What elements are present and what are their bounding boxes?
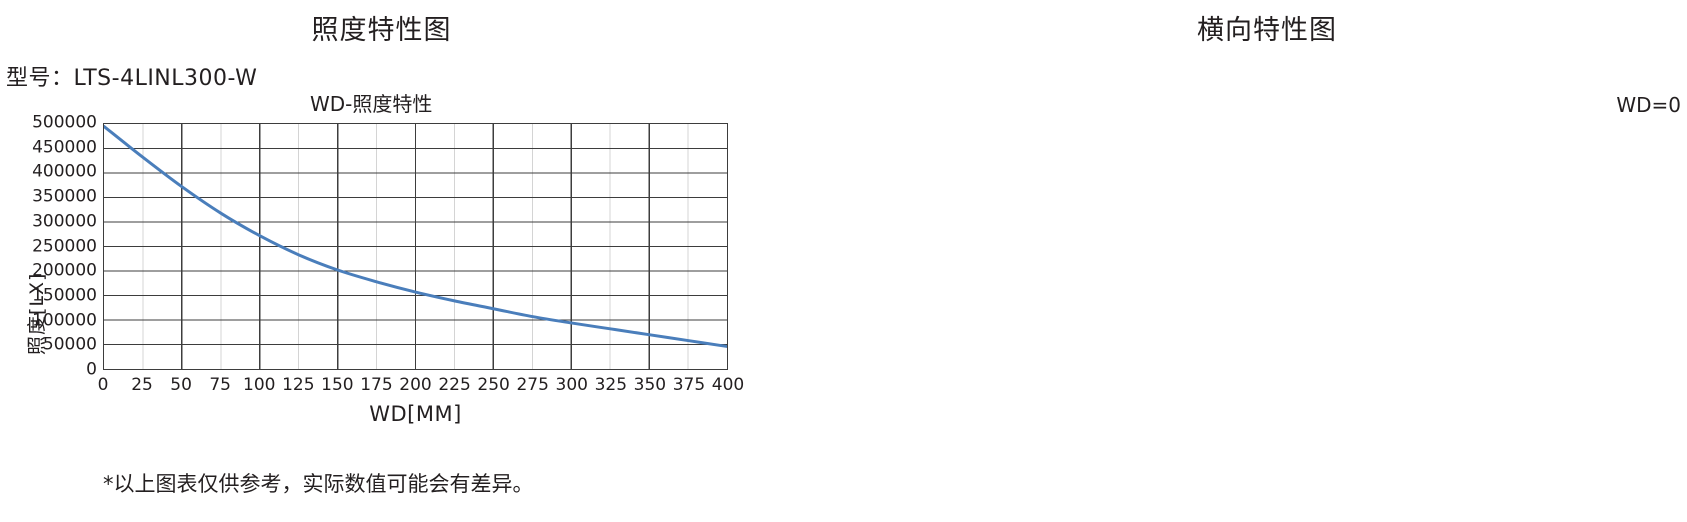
disclaimer-note: *以上图表仅供参考，实际数值可能会有差异。 <box>103 472 534 496</box>
y-axis-tick-label: 150000 <box>32 285 97 306</box>
right-chart-annotation: WD=0 <box>1616 93 1681 117</box>
x-axis-tick-label: 325 <box>594 375 628 395</box>
y-axis-tick-label: 50000 <box>42 334 97 355</box>
wd-illuminance-chart: 照度[LX] WD[MM] 0 50000 100000 150000 200000 25… <box>0 110 770 440</box>
x-axis-tick-label: 150 <box>321 375 354 395</box>
x-axis-tick-label: 200 <box>399 375 432 395</box>
y-axis-tick-label: 0 <box>86 359 97 380</box>
y-axis-tick-label: 200000 <box>32 260 97 281</box>
left-panel-title: 照度特性图 <box>311 15 452 46</box>
model-number-label: 型号：LTS-4LINL300-W <box>6 66 258 91</box>
x-axis-tick-label: 100 <box>243 375 276 395</box>
left-x-axis-label: WD[MM] <box>369 402 462 426</box>
x-axis-tick-label: 175 <box>360 375 393 395</box>
right-panel-title: 横向特性图 <box>1197 15 1337 46</box>
right-chart-panel: 横向特性图 WD=0 照度[LX] 横向照度(mm) 0500001000001… <box>843 0 1687 522</box>
y-axis-tick-label: 300000 <box>32 211 97 232</box>
y-axis-tick-label: 400000 <box>32 161 97 182</box>
x-axis-tick-label: 400 <box>711 375 745 395</box>
left-chart-panel: 照度特性图 型号：LTS-4LINL300-W WD-照度特性 照度[LX] W… <box>0 0 843 522</box>
y-axis-tick-label: 250000 <box>32 236 97 256</box>
left-plot-area <box>103 123 728 370</box>
x-axis-tick-label: 250 <box>477 375 510 395</box>
x-axis-tick-label: 375 <box>672 375 706 395</box>
x-axis-tick-label: 225 <box>438 375 471 395</box>
x-axis-tick-label: 25 <box>131 375 153 395</box>
y-axis-tick-label: 100000 <box>32 310 97 331</box>
data-series-line <box>104 124 727 348</box>
x-axis-tick-label: 300 <box>555 375 588 395</box>
left-chart-subtitle: WD-照度特性 <box>310 92 433 116</box>
x-axis-tick-label: 0 <box>97 375 109 395</box>
y-axis-tick-label: 500000 <box>32 112 97 133</box>
x-axis-tick-label: 275 <box>516 375 549 395</box>
y-axis-tick-label: 350000 <box>32 186 97 207</box>
left-plot-svg <box>104 124 727 369</box>
x-axis-tick-label: 50 <box>170 375 192 395</box>
x-axis-tick-label: 75 <box>209 375 232 395</box>
x-axis-tick-label: 125 <box>282 375 315 395</box>
x-axis-tick-label: 350 <box>633 375 667 395</box>
y-axis-tick-label: 450000 <box>32 137 97 158</box>
left-plot-wrap: WD[MM] 0 50000 100000 150000 200000 250000 300… <box>32 114 744 426</box>
